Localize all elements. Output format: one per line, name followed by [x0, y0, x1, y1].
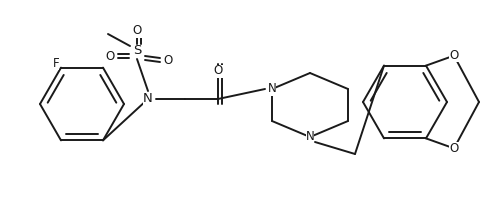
Text: O: O [214, 65, 223, 78]
Text: O: O [106, 51, 115, 64]
Text: S: S [133, 45, 141, 57]
Text: N: N [143, 93, 153, 106]
Text: N: N [268, 83, 276, 96]
Text: O: O [449, 49, 458, 62]
Text: O: O [163, 55, 173, 68]
Text: O: O [449, 142, 458, 155]
Text: O: O [132, 24, 142, 37]
Text: F: F [53, 57, 60, 70]
Text: N: N [306, 130, 314, 144]
